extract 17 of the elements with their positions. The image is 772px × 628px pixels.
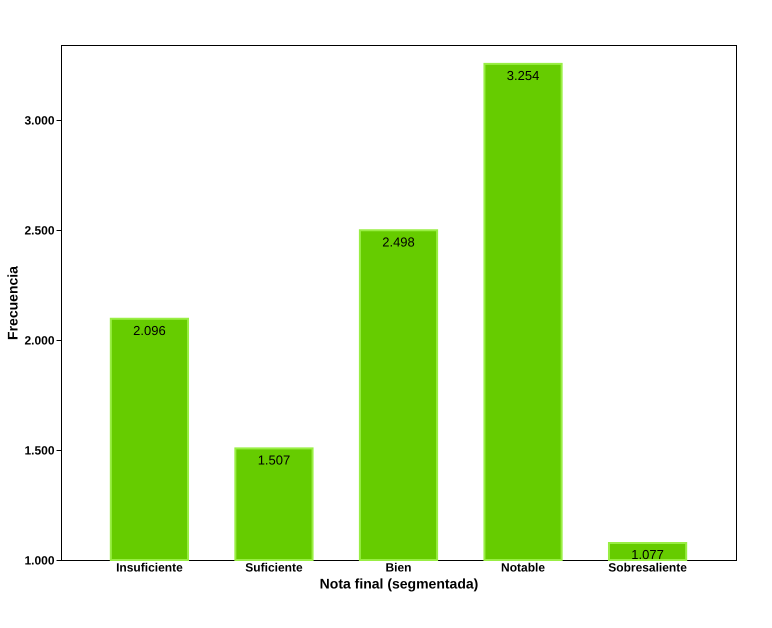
x-tick-label: Sobresaliente bbox=[608, 560, 688, 574]
y-axis-title: Frecuencia bbox=[4, 266, 20, 340]
y-tick-label: 1.500 bbox=[24, 443, 55, 458]
x-tick-label: Insuficiente bbox=[116, 560, 184, 574]
y-tick-label: 1.000 bbox=[24, 554, 55, 568]
x-tick-label: Notable bbox=[501, 560, 546, 574]
y-tick-label: 3.000 bbox=[24, 113, 55, 128]
x-tick-label: Bien bbox=[385, 560, 412, 574]
data-label: 2.096 bbox=[133, 322, 166, 338]
data-label: 1.077 bbox=[631, 547, 664, 562]
x-tick-label: Suficiente bbox=[245, 560, 303, 574]
data-label: 3.254 bbox=[506, 68, 540, 83]
y-tick-label: 2.000 bbox=[24, 333, 55, 348]
y-tick-label: 2.500 bbox=[24, 223, 55, 238]
data-label: 1.507 bbox=[258, 452, 290, 468]
data-label: 2.498 bbox=[382, 234, 415, 250]
x-axis-title: Nota final (segmentada) bbox=[320, 576, 478, 592]
